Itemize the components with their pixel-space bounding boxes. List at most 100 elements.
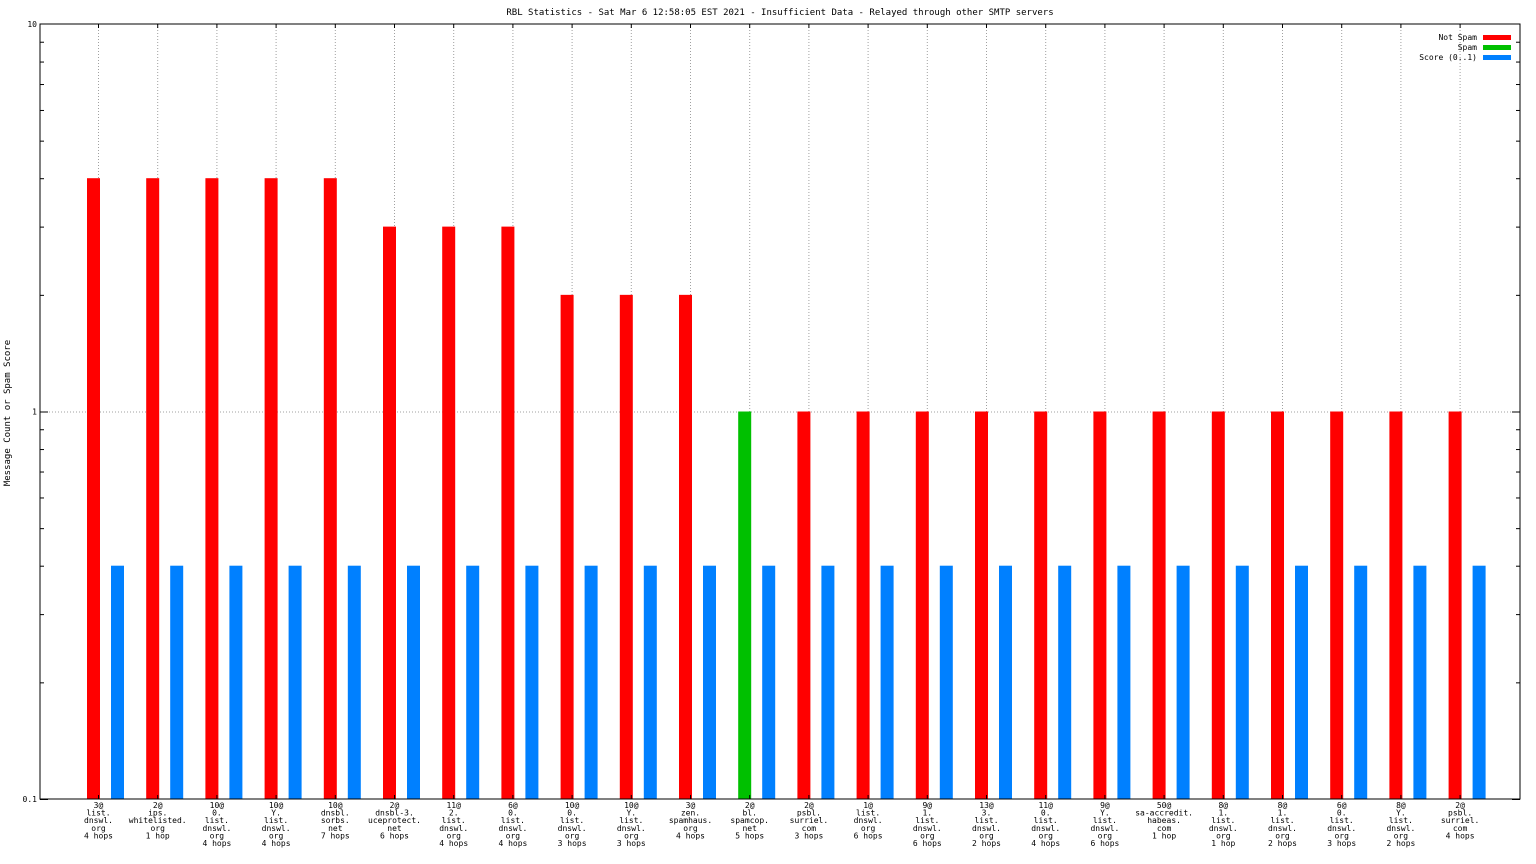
x-tick-label: dnswl.: [1090, 824, 1119, 833]
x-tick-label: 11@: [446, 801, 461, 810]
x-tick-label: 2 hops: [1386, 839, 1415, 848]
x-tick-label: com: [802, 824, 817, 833]
x-tick-label: list.: [915, 816, 939, 825]
x-tick-label: sa-accredit.: [1135, 809, 1193, 818]
x-tick-label: 4 hops: [1031, 839, 1060, 848]
x-tick-label: dnswl.: [1386, 824, 1415, 833]
x-tick-label: org: [269, 831, 284, 840]
x-tick-label: 0.: [1041, 809, 1051, 818]
x-tick-label: 10@: [565, 801, 580, 810]
bar-score: [466, 565, 480, 799]
x-tick-label: 4 hops: [262, 839, 291, 848]
x-tick-label: 3 hops: [794, 831, 823, 840]
x-tick-label: org: [506, 831, 521, 840]
ticks-layer: 0.1 1 10: [23, 20, 1520, 804]
x-tick-label: Y.: [1100, 809, 1110, 818]
x-tick-label: 0.: [1337, 809, 1347, 818]
x-tick-label: Y.: [271, 809, 281, 818]
x-tick-label: list.: [264, 816, 288, 825]
x-tick-label: list.: [1330, 816, 1354, 825]
x-tick-label: com: [1157, 824, 1172, 833]
x-tick-label: 6@: [508, 801, 518, 810]
x-tick-label: 10@: [328, 801, 343, 810]
x-tick-label: surriel.: [1441, 816, 1480, 825]
x-tick-label: 7 hops: [321, 831, 350, 840]
bar-not-spam: [442, 226, 456, 800]
bar-not-spam: [915, 411, 929, 799]
x-tick-label: uceprotect.: [368, 816, 421, 825]
legend-label: Spam: [1458, 43, 1477, 52]
x-tick-label: 3@: [94, 801, 104, 810]
x-tick-label: net: [328, 824, 343, 833]
x-tick-label: dnsbl-3.: [375, 809, 414, 818]
legend-swatch: [1483, 45, 1511, 50]
x-tick-label: surriel.: [790, 816, 829, 825]
x-tick-label: org: [210, 831, 225, 840]
x-tick-label: 6 hops: [913, 839, 942, 848]
x-tick-label: 6 hops: [854, 831, 883, 840]
bar-not-spam: [1330, 411, 1344, 799]
bar-score: [1058, 565, 1072, 799]
x-tick-label: 4 hops: [202, 839, 231, 848]
x-tick-label: dnswl.: [498, 824, 527, 833]
x-tick-label: 2@: [804, 801, 814, 810]
x-tick-label: spamcop.: [730, 816, 769, 825]
x-tick-label: org: [979, 831, 994, 840]
x-tick-label: org: [861, 824, 876, 833]
x-tick-label: list.: [1270, 816, 1294, 825]
x-tick-label: 8@: [1396, 801, 1406, 810]
x-tick-label: list.: [86, 809, 110, 818]
bar-score: [229, 565, 243, 799]
bar-not-spam: [856, 411, 870, 799]
x-tick-label: dnswl.: [262, 824, 291, 833]
bar-score: [939, 565, 953, 799]
x-tick-label: org: [683, 824, 698, 833]
bar-not-spam: [679, 294, 692, 799]
bar-score: [1472, 565, 1486, 799]
x-tick-label: 6@: [1337, 801, 1347, 810]
bar-not-spam: [264, 178, 278, 799]
bar-score: [1117, 565, 1131, 799]
bar-not-spam: [205, 178, 219, 799]
x-tick-label: 2@: [390, 801, 400, 810]
x-tick-label: org: [565, 831, 580, 840]
x-tick-label: dnswl.: [1031, 824, 1060, 833]
bar-not-spam: [323, 178, 337, 799]
x-tick-label: org: [446, 831, 461, 840]
x-tick-label: 1 hop: [1211, 839, 1235, 848]
x-tick-label: 4 hops: [84, 831, 113, 840]
bar-not-spam: [560, 294, 574, 799]
x-tick-label: 1.: [922, 809, 932, 818]
bar-not-spam: [383, 226, 396, 800]
x-tick-label: org: [91, 824, 106, 833]
x-tick-label: list.: [205, 816, 229, 825]
bar-score: [288, 565, 302, 799]
chart-title: RBL Statistics - Sat Mar 6 12:58:05 EST …: [506, 8, 1053, 18]
y-tick-label: 10: [27, 20, 37, 29]
y-tick-label: 0.1: [23, 795, 38, 804]
x-tick-label: dnsbl.: [321, 809, 350, 818]
x-tick-label: 5 hops: [735, 831, 764, 840]
x-tick-label: 1.: [1218, 809, 1228, 818]
x-tick-label: 2@: [745, 801, 755, 810]
x-tick-label: 0.: [508, 809, 518, 818]
bar-spam: [738, 411, 752, 799]
x-tick-label: 2@: [153, 801, 163, 810]
x-tick-label: 4 hops: [676, 831, 705, 840]
x-tick-label: dnswl.: [854, 816, 883, 825]
x-tick-label: org: [1275, 831, 1290, 840]
x-tick-label: 0.: [567, 809, 577, 818]
bar-not-spam: [1034, 411, 1048, 799]
bars-layer: [87, 178, 1486, 800]
bar-score: [880, 565, 894, 799]
x-tick-label: 8@: [1278, 801, 1288, 810]
x-tick-label: 6 hops: [380, 831, 409, 840]
x-tick-label: org: [150, 824, 165, 833]
x-tick-label: 2 hops: [1268, 839, 1297, 848]
bar-not-spam: [1271, 411, 1284, 799]
x-tick-label: dnswl.: [1268, 824, 1297, 833]
y-axis-label: Message Count or Spam Score: [3, 340, 13, 486]
x-tick-label: org: [1394, 831, 1409, 840]
